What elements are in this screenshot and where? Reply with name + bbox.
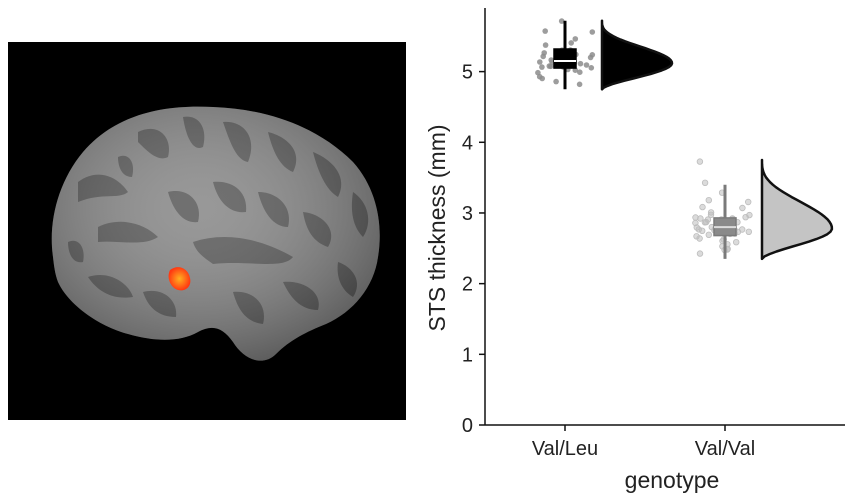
data-point — [693, 224, 700, 231]
data-point — [699, 227, 706, 234]
data-point — [707, 209, 715, 216]
data-point — [703, 218, 710, 226]
data-point — [692, 214, 699, 221]
y-tick-label: 1 — [462, 344, 473, 366]
data-point — [558, 18, 565, 24]
data-point — [746, 211, 753, 219]
data-point — [739, 204, 746, 212]
data-point — [733, 238, 740, 246]
y-axis-title: STS thickness (mm) — [424, 124, 450, 331]
y-tick-label: 3 — [462, 203, 473, 225]
x-axis-title: genotype — [625, 467, 720, 493]
data-point — [539, 64, 545, 70]
density-cloud — [760, 158, 834, 261]
data-point — [696, 158, 704, 165]
brain-surface-image — [8, 42, 406, 420]
data-point — [548, 63, 554, 70]
data-point — [587, 54, 594, 61]
data-point — [542, 28, 548, 34]
data-point — [583, 62, 590, 68]
data-point — [540, 53, 546, 60]
box-iqr — [553, 48, 577, 69]
density-cloud — [600, 19, 674, 91]
inflated-brain-render — [51, 106, 380, 361]
y-tick-label: 2 — [462, 274, 473, 296]
data-point — [739, 226, 746, 233]
data-point — [572, 36, 579, 42]
x-tick-label: Val/Val — [695, 438, 755, 460]
data-point — [548, 57, 554, 63]
data-point — [576, 81, 583, 88]
chart-marks — [535, 18, 834, 261]
data-point — [588, 65, 595, 71]
data-point — [589, 29, 596, 35]
data-point — [745, 228, 752, 235]
data-point — [537, 59, 543, 65]
y-tick-label: 0 — [462, 415, 473, 437]
data-point — [696, 235, 703, 242]
axes: 0 1 2 3 4 5 Val/Leu Val/Val — [462, 8, 845, 460]
data-point — [577, 60, 584, 67]
group-val-val — [692, 158, 834, 261]
group-val-leu — [535, 18, 674, 91]
data-point — [701, 179, 709, 186]
data-point — [542, 42, 549, 48]
y-tick-label: 4 — [462, 132, 473, 154]
data-point — [577, 69, 583, 75]
data-point — [745, 198, 752, 206]
data-point — [705, 231, 712, 238]
data-point — [699, 203, 706, 211]
x-tick-label: Val/Leu — [532, 438, 598, 460]
highlighted-region-marker — [168, 267, 191, 291]
data-point — [696, 250, 704, 257]
data-point — [553, 78, 559, 85]
data-point — [539, 75, 545, 82]
data-point — [568, 40, 574, 46]
data-point — [535, 69, 541, 76]
data-point — [705, 196, 712, 204]
y-tick-label: 5 — [462, 62, 473, 84]
